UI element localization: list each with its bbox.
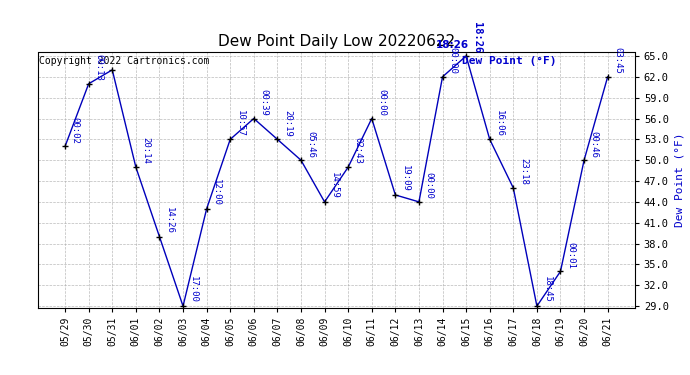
- Text: 00:02: 00:02: [70, 117, 79, 144]
- Text: 00:00: 00:00: [424, 172, 433, 199]
- Text: 12:00: 12:00: [213, 179, 221, 206]
- Text: Dew Point (°F): Dew Point (°F): [462, 56, 556, 66]
- Text: 10:57: 10:57: [236, 110, 245, 136]
- Text: 00:00: 00:00: [377, 89, 386, 116]
- Text: Copyright 2022 Cartronics.com: Copyright 2022 Cartronics.com: [39, 56, 209, 66]
- Text: 03:45: 03:45: [613, 47, 622, 74]
- Text: 23:18: 23:18: [519, 158, 528, 185]
- Text: 17:00: 17:00: [188, 276, 197, 303]
- Text: 02:43: 02:43: [354, 138, 363, 164]
- Text: 00:13: 00:13: [95, 54, 103, 81]
- Text: 00:46: 00:46: [590, 130, 599, 158]
- Text: 18:26: 18:26: [435, 40, 469, 50]
- Text: 16:06: 16:06: [495, 110, 504, 136]
- Text: 20:14: 20:14: [141, 138, 150, 164]
- Text: 19:09: 19:09: [401, 165, 410, 192]
- Text: 00:39: 00:39: [259, 89, 268, 116]
- Y-axis label: Dew Point (°F): Dew Point (°F): [674, 133, 684, 227]
- Text: 00:00: 00:00: [448, 47, 457, 74]
- Text: 18:45: 18:45: [542, 276, 551, 303]
- Text: 20:19: 20:19: [283, 110, 292, 136]
- Text: 14:26: 14:26: [165, 207, 174, 234]
- Text: 14:59: 14:59: [330, 172, 339, 199]
- Text: 18:26: 18:26: [472, 22, 482, 53]
- Text: 00:01: 00:01: [566, 242, 575, 268]
- Text: 05:46: 05:46: [306, 130, 315, 158]
- Title: Dew Point Daily Low 20220622: Dew Point Daily Low 20220622: [218, 33, 455, 48]
